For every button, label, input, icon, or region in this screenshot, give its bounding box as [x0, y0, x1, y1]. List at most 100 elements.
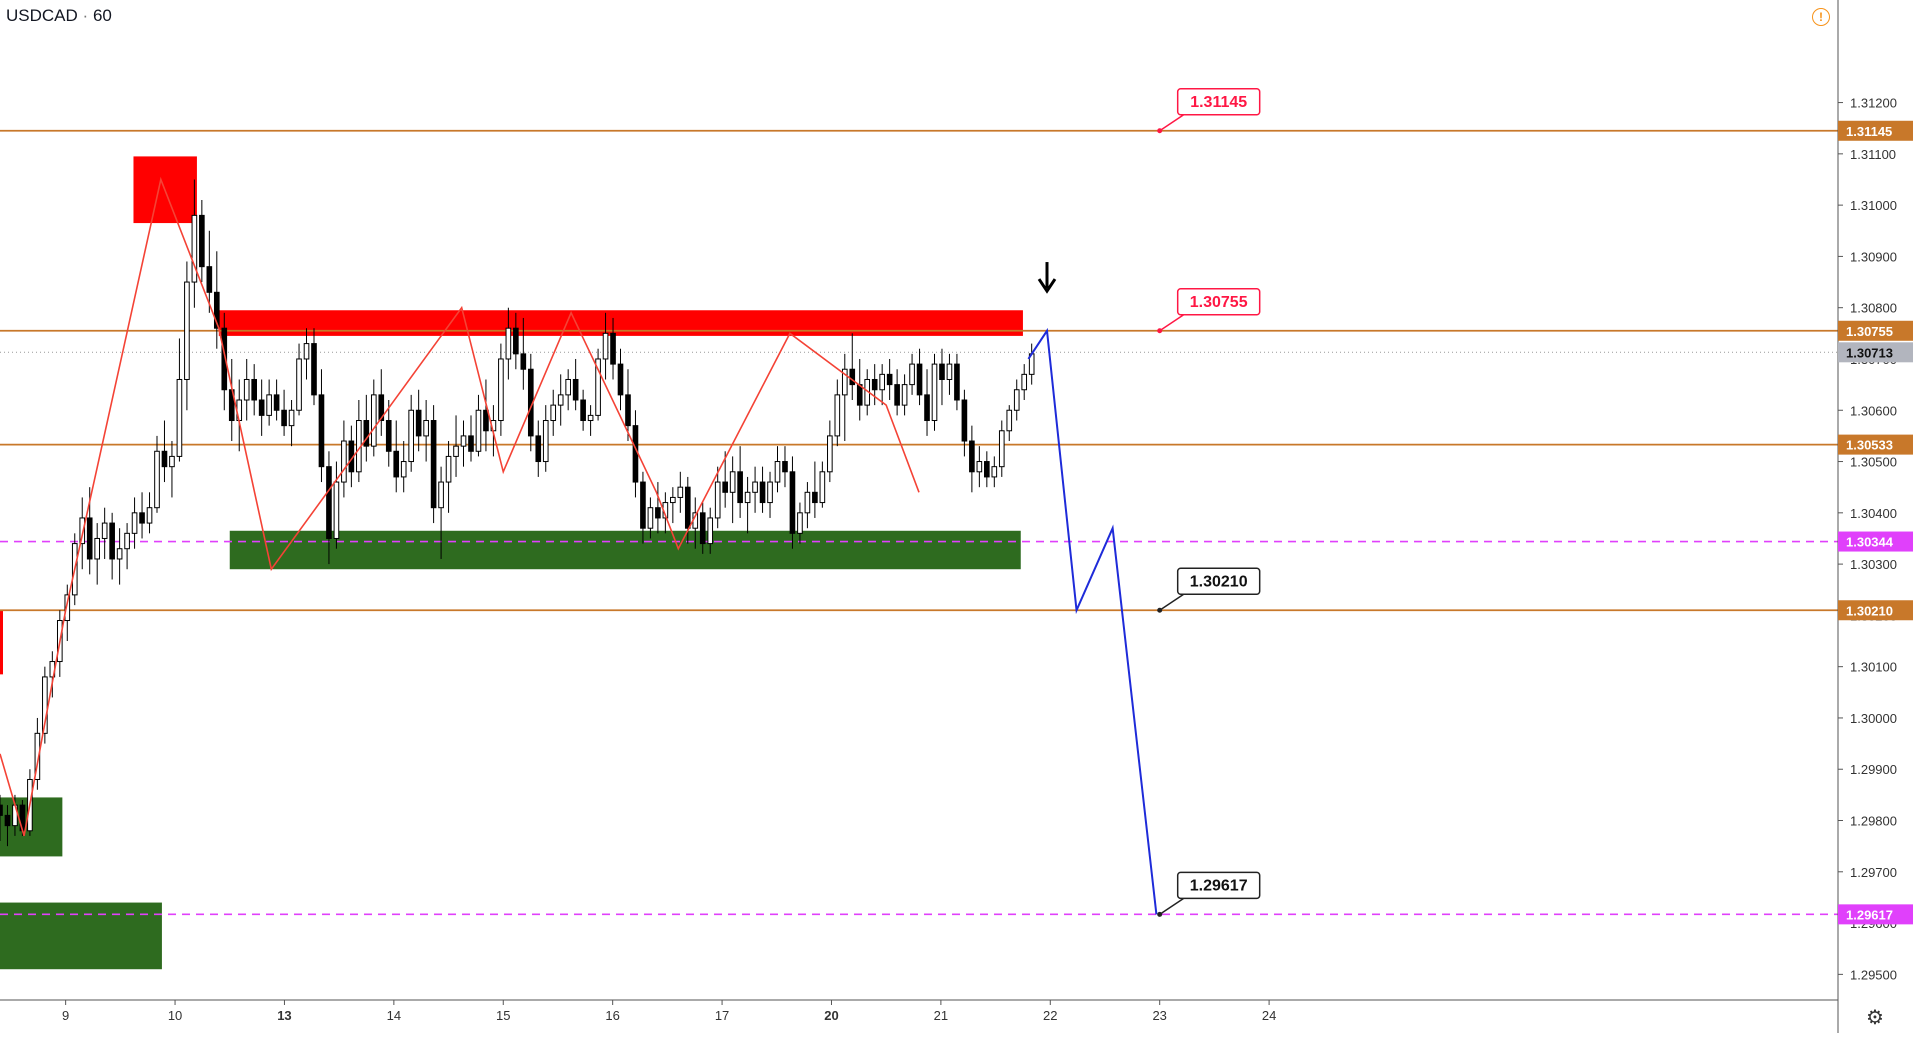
- candle-body: [94, 537, 101, 560]
- candle-body: [483, 409, 489, 432]
- title-separator: ·: [82, 6, 89, 25]
- price-tag: [1838, 531, 1913, 552]
- y-tick-label: 1.30100: [1850, 660, 1897, 675]
- y-tick-label: 1.30300: [1850, 557, 1897, 572]
- candle-body: [79, 517, 86, 545]
- candle-body: [954, 363, 960, 401]
- candle-body: [879, 373, 885, 391]
- candle-body: [901, 384, 908, 406]
- y-tick-label: 1.30800: [1850, 301, 1897, 316]
- candle-body: [513, 327, 519, 355]
- callout-anchor: [1157, 328, 1163, 334]
- projection-path: [1027, 327, 1158, 915]
- candle-body: [595, 358, 601, 416]
- candle-body: [86, 517, 93, 560]
- candle-body: [856, 384, 863, 406]
- candle-body: [767, 481, 773, 504]
- interval-label: 60: [92, 6, 112, 25]
- candle-body: [34, 732, 41, 780]
- zigzag-path: [0, 176, 920, 837]
- candle-body: [625, 394, 631, 427]
- y-tick-label: 1.29500: [1850, 967, 1897, 982]
- candle-body: [400, 461, 407, 478]
- y-tick-label: 1.30000: [1850, 711, 1897, 726]
- callout-label: 1.30210: [1190, 573, 1248, 590]
- x-tick-label: 9: [62, 1008, 69, 1023]
- callout-anchor: [1157, 607, 1163, 613]
- candle-body: [931, 363, 938, 422]
- candle-body: [1006, 409, 1013, 432]
- symbol-name: USDCAD: [6, 6, 78, 25]
- current-price-label: 1.30713: [1846, 345, 1893, 360]
- price-tag-label: 1.30533: [1846, 438, 1893, 453]
- candle-body: [976, 461, 983, 473]
- candle-body: [939, 363, 945, 380]
- candle-body: [991, 466, 998, 478]
- projection-layer: [1027, 262, 1158, 915]
- gear-icon[interactable]: ⚙: [1866, 1007, 1884, 1029]
- candle-body: [744, 491, 751, 504]
- candle-body: [587, 414, 594, 422]
- candle-body: [789, 471, 796, 534]
- zigzag-layer: [0, 176, 920, 837]
- callout-label: 1.29617: [1190, 877, 1248, 894]
- candle-body: [176, 378, 183, 457]
- candle-body: [670, 496, 676, 504]
- warning-circle-icon[interactable]: !: [1812, 8, 1830, 26]
- y-tick-label: 1.31200: [1850, 96, 1897, 111]
- callout-anchor: [1157, 128, 1163, 134]
- candle-body: [886, 373, 893, 386]
- candle-body: [542, 420, 549, 463]
- candle-body: [632, 425, 639, 483]
- symbol-title[interactable]: USDCAD · 60: [6, 6, 112, 26]
- candle-body: [759, 481, 766, 504]
- candle-body: [281, 409, 287, 427]
- y-tick-label: 1.30400: [1850, 506, 1897, 521]
- candle-body: [782, 461, 788, 473]
- x-tick-label: 15: [496, 1008, 510, 1023]
- x-tick-label: 16: [605, 1008, 619, 1023]
- candle-body: [258, 399, 265, 416]
- candle-body: [969, 440, 975, 473]
- candle-body: [423, 420, 429, 437]
- price-tag-label: 1.30755: [1846, 324, 1893, 339]
- callout-pointer: [1159, 593, 1185, 611]
- candle-body: [916, 363, 923, 396]
- candle-body: [737, 471, 743, 504]
- candle-body: [841, 368, 848, 396]
- candle-body: [0, 804, 3, 816]
- callout-box: [1176, 288, 1261, 316]
- candle-body: [438, 481, 444, 509]
- candle-body: [827, 435, 833, 473]
- candle-body: [341, 440, 347, 483]
- candle-body: [610, 332, 616, 365]
- callout-label: 1.30755: [1190, 294, 1248, 311]
- y-tick-label: 1.30600: [1850, 403, 1897, 418]
- levels-layer: [0, 129, 1838, 916]
- candle-body: [1021, 373, 1028, 391]
- candle-body: [273, 394, 280, 411]
- candle-body: [445, 455, 452, 483]
- candle-body: [894, 384, 900, 406]
- candle-body: [199, 214, 205, 268]
- candle-body: [535, 435, 542, 463]
- candle-body: [311, 343, 317, 396]
- price-tag-label: 1.29617: [1846, 907, 1893, 922]
- candle-body: [774, 461, 781, 483]
- candle-body: [4, 814, 11, 827]
- candle-body: [131, 512, 138, 534]
- y-tick-label: 1.30900: [1850, 249, 1897, 264]
- supply-zone: [0, 610, 3, 675]
- candle-body: [109, 522, 115, 560]
- callout-pointer: [1159, 897, 1185, 915]
- candle-body: [42, 676, 48, 734]
- candle-body: [251, 378, 258, 401]
- candle-body: [333, 481, 340, 539]
- x-tick-label: 20: [824, 1008, 838, 1023]
- candle-body: [819, 471, 826, 504]
- candle-body: [213, 291, 220, 329]
- candle-body: [154, 450, 160, 509]
- candle-body: [640, 481, 646, 529]
